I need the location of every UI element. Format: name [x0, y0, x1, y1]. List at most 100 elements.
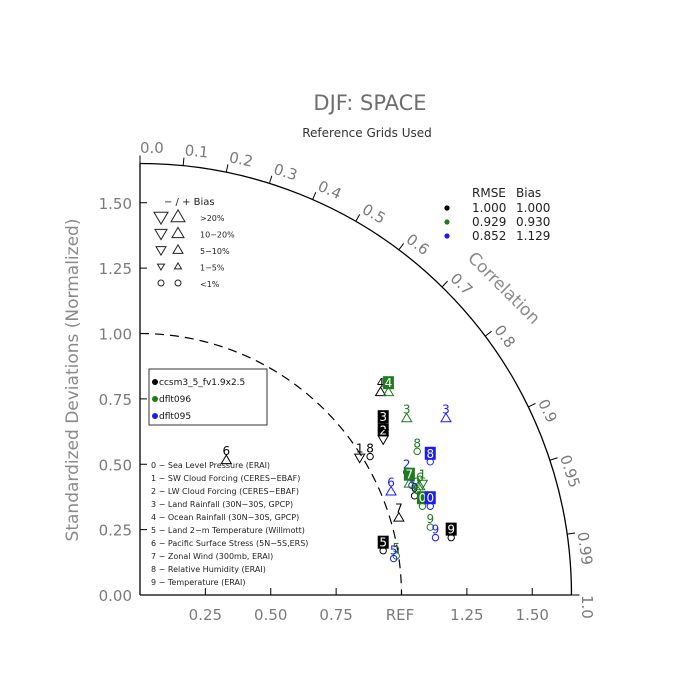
variable-legend-item: 7 − Zonal Wind (300mb, ERAI)	[151, 552, 273, 561]
variable-legend: 0 − Sea Level Pressure (ERAI) 1 − SW Clou…	[151, 461, 308, 587]
bias-plus-marker	[174, 279, 182, 287]
bias-minus-marker	[154, 228, 168, 241]
chart-subtitle: Reference Grids Used	[302, 126, 432, 140]
correlation-tick-label: 0.1	[184, 141, 210, 161]
data-point: 8	[424, 446, 436, 466]
y-tick-label: 0.50	[99, 456, 132, 474]
point-marker	[389, 554, 398, 563]
case-legend: ccsm3_5_fv1.9x2.5 dflt096 dflt095	[148, 368, 268, 426]
point-marker	[440, 412, 452, 423]
y-tick-label: 0.00	[99, 587, 132, 605]
data-point: 6	[385, 476, 397, 496]
variable-legend-item: 9 − Temperature (ERAI)	[151, 578, 245, 587]
y-tick-label: 0.75	[99, 391, 132, 409]
variable-legend-item: 5 − Land 2−m Temperature (Willmott)	[151, 526, 305, 535]
data-point: 4	[382, 376, 395, 397]
point-marker	[377, 420, 390, 431]
point-label: 2	[413, 476, 421, 490]
point-label: 7	[395, 502, 403, 516]
bias-minus-marker	[153, 211, 169, 226]
x-tick-label: 1.25	[450, 606, 483, 624]
case-legend-dot	[152, 413, 158, 419]
correlation-label: Correlation	[463, 248, 543, 328]
data-point: 1	[416, 468, 429, 490]
correlation-tick-label: 0.8	[490, 321, 519, 351]
point-marker	[366, 452, 374, 461]
variable-legend-item: 6 − Pacific Surface Stress (5N−5S,ERS)	[151, 539, 308, 548]
y-tick-label: 1.50	[99, 195, 132, 213]
point-label: 5	[392, 541, 400, 555]
correlation-tick-mark	[441, 280, 448, 288]
point-label: 4	[377, 376, 385, 390]
point-marker	[374, 386, 387, 397]
variable-legend-item: 1 − SW Cloud Forcing (CERES−EBAF)	[151, 474, 300, 483]
case-legend-label: ccsm3_5_fv1.9x2.5	[159, 378, 245, 388]
data-point: 0	[424, 491, 436, 510]
point-label: 7	[406, 468, 414, 482]
point-label: 9	[426, 512, 434, 526]
ref-label: REF	[386, 606, 415, 624]
data-point: 1	[353, 442, 366, 464]
point-marker	[385, 485, 397, 496]
correlation-tick-mark	[484, 330, 492, 337]
reference-arc	[139, 332, 403, 596]
point-label: 1	[356, 442, 364, 456]
correlation-tick-label: 0.9	[534, 396, 561, 425]
point-marker	[392, 552, 400, 560]
stats-legend-dot	[444, 219, 450, 225]
data-point: 5	[392, 541, 400, 560]
bias-legend-label: 1−5%	[200, 264, 225, 273]
data-points: 0001112223334455566677888999	[220, 376, 457, 563]
stats-legend-bias: 1.129	[516, 229, 550, 243]
bias-legend-label: >20%	[200, 214, 225, 223]
point-label: 0	[426, 491, 434, 505]
point-label: 3	[379, 410, 387, 424]
stats-legend-rmse: 0.929	[472, 215, 506, 229]
stats-legend-rmse: 1.000	[472, 201, 506, 215]
point-label-box	[377, 535, 389, 549]
data-point: 7	[403, 467, 416, 488]
y-axis-label: Standardized Deviations (Normalized)	[63, 219, 83, 542]
bias-legend: − / + Bias >20% 10−20% 5−10% 1−5% <1%	[153, 197, 235, 289]
correlation-tick-mark	[312, 192, 317, 200]
correlation-tick-mark	[182, 157, 185, 166]
case-legend-label: dflt095	[159, 412, 191, 422]
data-point: 6	[220, 444, 233, 465]
point-label: 3	[403, 402, 411, 416]
data-point: 2	[377, 423, 390, 446]
stats-legend-dot	[444, 233, 450, 239]
data-point: 5	[389, 544, 398, 563]
point-label: 6	[416, 470, 424, 484]
point-label: 8	[426, 447, 434, 461]
correlation-tick-mark	[549, 457, 558, 461]
bias-legend-label: 10−20%	[200, 231, 235, 240]
point-label: 6	[387, 476, 395, 490]
data-point: 3	[440, 402, 452, 423]
data-point: 8	[413, 436, 421, 456]
stats-legend-bias-header: Bias	[516, 186, 541, 200]
case-legend-box	[148, 368, 268, 426]
data-point: 9	[426, 512, 434, 531]
bias-minus-marker	[156, 263, 166, 272]
y-tick-label: 0.25	[99, 522, 132, 540]
variable-legend-item: 4 − Ocean Rainfall (30N−30S, GPCP)	[151, 513, 299, 522]
data-point: 9	[432, 523, 439, 542]
x-tick-label: 1.50	[516, 606, 549, 624]
point-marker	[382, 386, 395, 397]
bias-plus-marker	[171, 226, 185, 239]
correlation-tick-label: 0.95	[556, 453, 584, 490]
data-point: 3	[400, 402, 413, 423]
chart-title: DJF: SPACE	[313, 91, 426, 115]
point-marker	[393, 511, 405, 522]
point-label: 8	[366, 442, 374, 456]
correlation-tick-label: 0.7	[447, 269, 477, 299]
point-label: 6	[222, 444, 230, 458]
data-point: 7	[393, 502, 405, 522]
bias-minus-marker	[155, 246, 167, 257]
case-legend-dot	[152, 379, 158, 385]
point-marker	[416, 479, 429, 490]
x-tick-label: 0.25	[189, 606, 222, 624]
case-legend-dot	[152, 396, 158, 402]
